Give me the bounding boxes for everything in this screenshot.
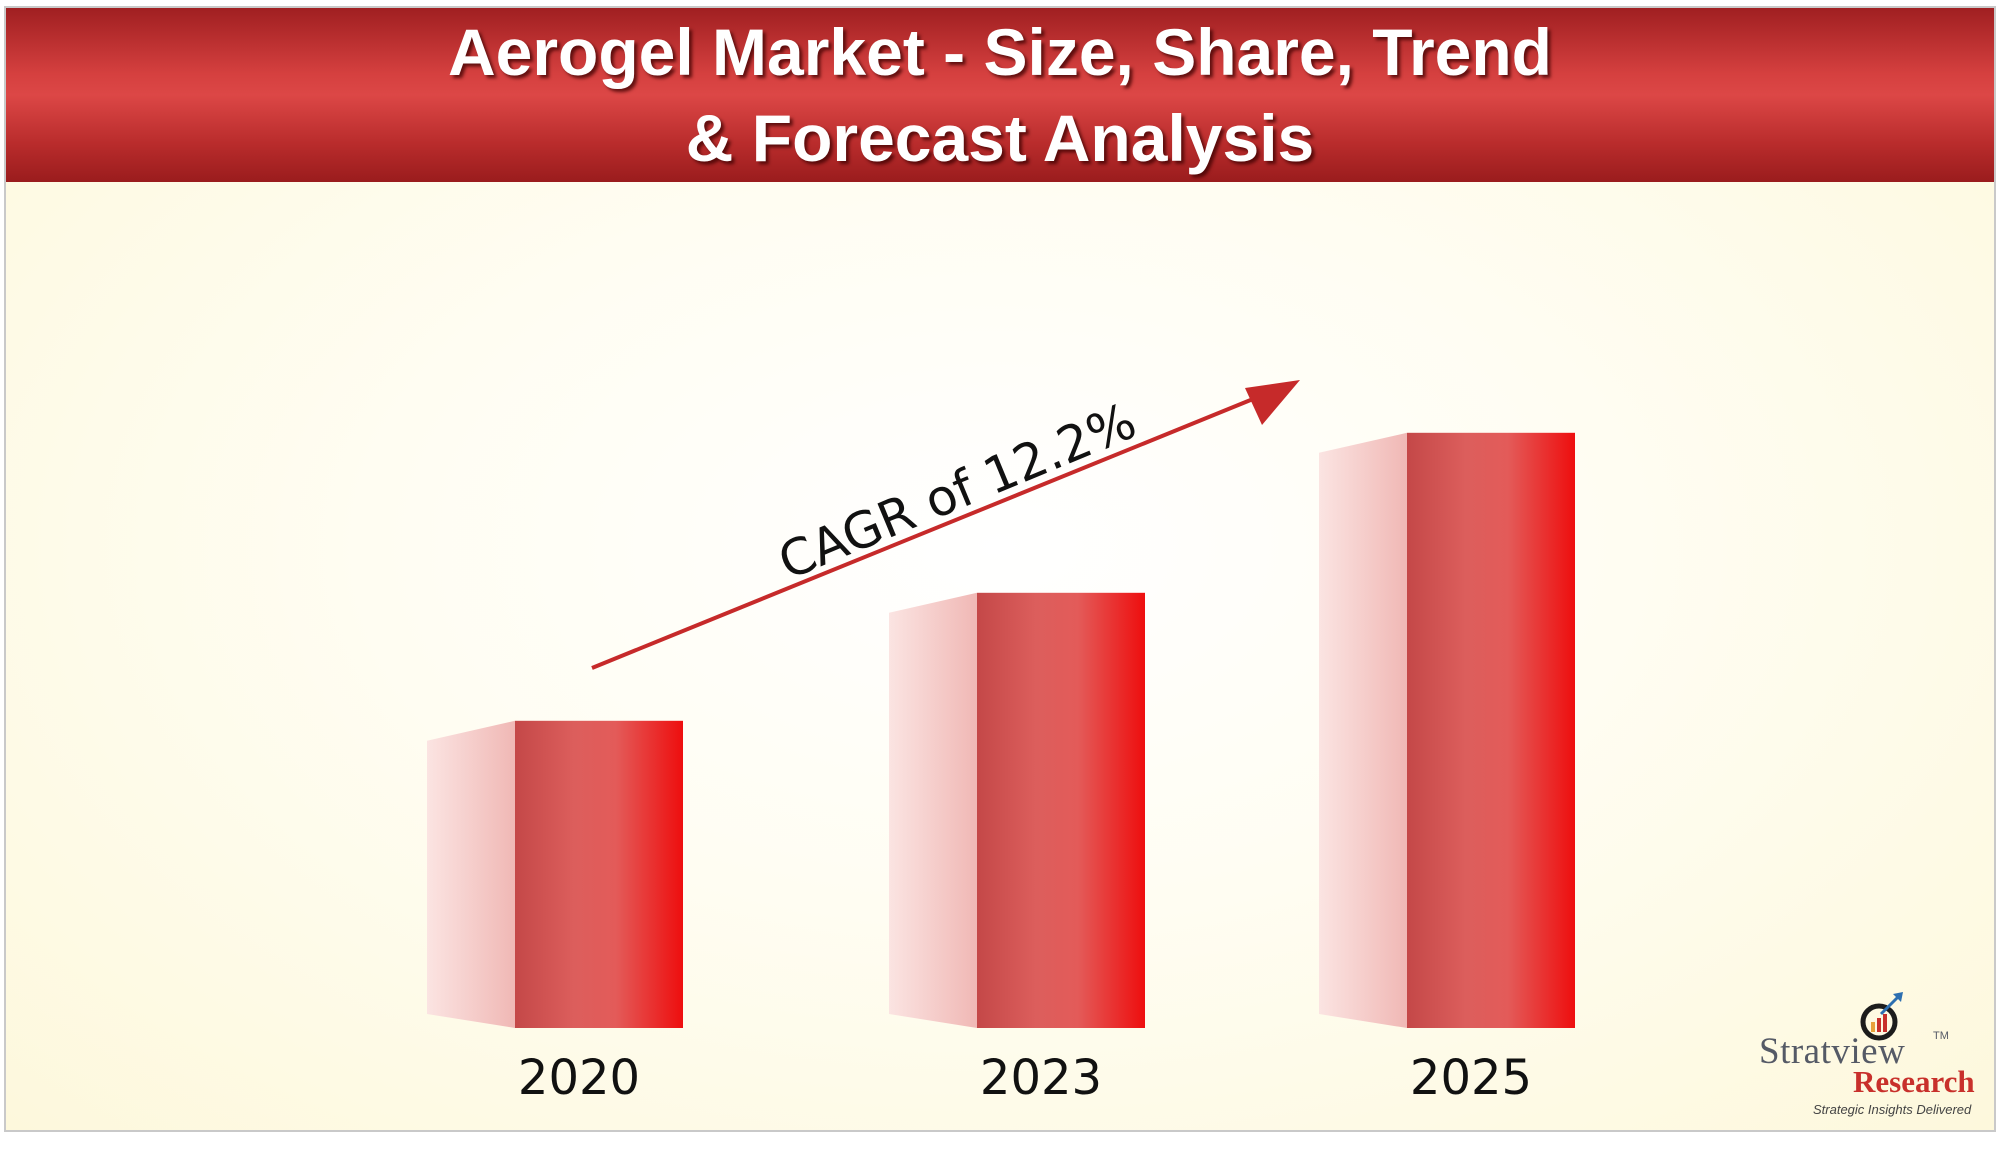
x-tick-label-2023: 2023 [980,1050,1102,1106]
cagr-label: CAGR of 12.2% [770,392,1144,591]
bar-2020 [515,720,683,1028]
bar-side-2025 [1319,432,1407,1028]
bar-side-2020 [427,720,515,1028]
magnifier-chart-icon [1860,992,1903,1041]
brand-bottom: Research [1853,1064,1975,1099]
title-line-2: & Forecast Analysis [685,101,1315,175]
stratview-logo: Stratview TM Research Strategic Insights… [1755,992,1985,1124]
logo-tagline: Strategic Insights Delivered [1813,1102,1972,1117]
trademark: TM [1933,1030,1949,1042]
bar-side-2023 [889,592,977,1028]
title-banner: Aerogel Market - Size, Share, Trend & Fo… [6,8,1994,182]
brand-top: Stratview [1759,1031,1906,1072]
x-tick-label-2025: 2025 [1410,1050,1532,1106]
cagr-arrow [591,384,1286,670]
x-tick-label-2020: 2020 [518,1050,640,1106]
bar-2023 [977,592,1145,1028]
cagr-arrowhead [1245,380,1300,425]
bar-2025 [1407,432,1575,1028]
title-line-1: Aerogel Market - Size, Share, Trend [447,15,1553,89]
